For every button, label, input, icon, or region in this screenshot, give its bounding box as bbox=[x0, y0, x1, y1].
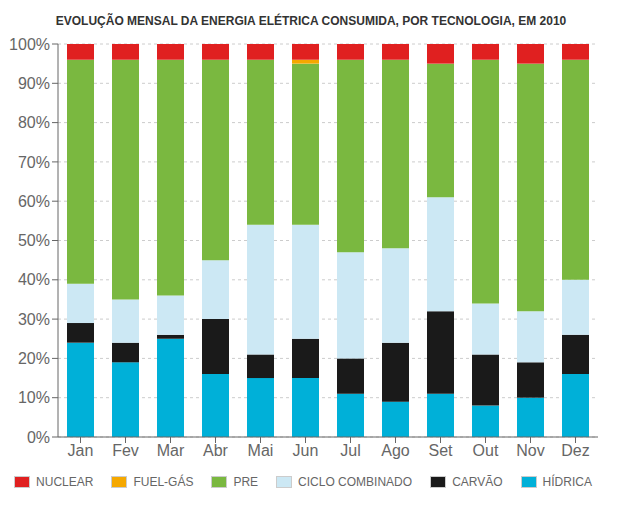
html-text:PRE: PRE bbox=[233, 475, 259, 489]
svg-text:Set: Set bbox=[428, 442, 453, 459]
svg-text:Jun: Jun bbox=[293, 442, 319, 459]
svg-text:Out: Out bbox=[473, 442, 499, 459]
html-text:CARVÃO: CARVÃO bbox=[452, 475, 503, 489]
svg-text:100%: 100% bbox=[9, 36, 50, 53]
html-text:NUCLEAR: NUCLEAR bbox=[36, 475, 94, 489]
svg-text:Dez: Dez bbox=[561, 442, 589, 459]
html-text:HÍDRICA: HÍDRICA bbox=[542, 475, 592, 489]
svg-text:40%: 40% bbox=[18, 271, 50, 288]
svg-text:Mar: Mar bbox=[157, 442, 185, 459]
svg-text:Abr: Abr bbox=[203, 442, 229, 459]
html-text:CICLO COMBINADO: CICLO COMBINADO bbox=[298, 475, 413, 489]
svg-text:70%: 70% bbox=[18, 154, 50, 171]
svg-text:Nov: Nov bbox=[516, 442, 544, 459]
svg-text:10%: 10% bbox=[18, 389, 50, 406]
svg-text:Mai: Mai bbox=[248, 442, 274, 459]
svg-text:0%: 0% bbox=[27, 429, 50, 446]
html-text:EVOLUÇÃO MENSAL DA ENERGIA ELÉ: EVOLUÇÃO MENSAL DA ENERGIA ELÉTRICA CONS… bbox=[55, 14, 567, 28]
svg-text:Ago: Ago bbox=[381, 442, 410, 459]
svg-text:90%: 90% bbox=[18, 75, 50, 92]
html-text:FUEL-GÁS: FUEL-GÁS bbox=[133, 475, 194, 489]
svg-text:50%: 50% bbox=[18, 232, 50, 249]
svg-text:20%: 20% bbox=[18, 350, 50, 367]
svg-text:Jan: Jan bbox=[68, 442, 94, 459]
svg-text:Fev: Fev bbox=[112, 442, 139, 459]
svg-text:30%: 30% bbox=[18, 311, 50, 328]
svg-text:80%: 80% bbox=[18, 114, 50, 131]
svg-text:Jul: Jul bbox=[340, 442, 360, 459]
svg-text:60%: 60% bbox=[18, 193, 50, 210]
